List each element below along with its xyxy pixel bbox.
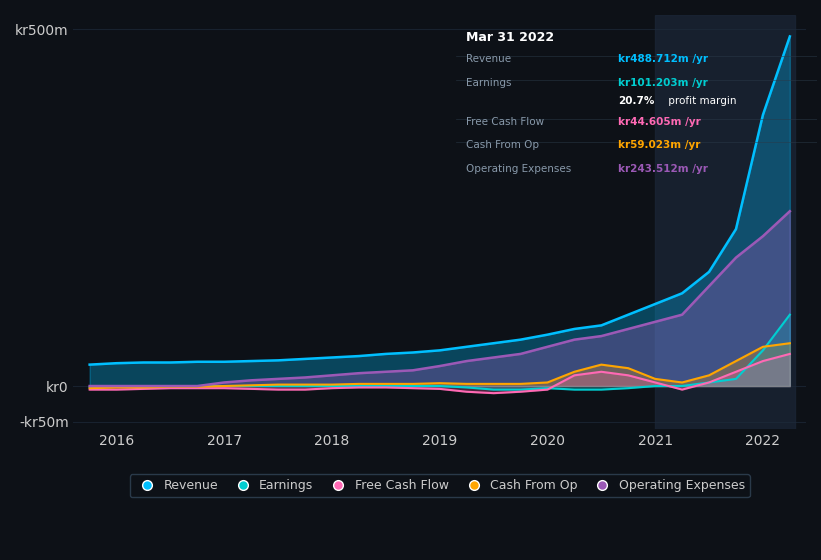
Text: Revenue: Revenue	[466, 54, 511, 64]
Text: kr59.023m /yr: kr59.023m /yr	[618, 141, 700, 151]
Text: kr488.712m /yr: kr488.712m /yr	[618, 54, 709, 64]
Text: Earnings: Earnings	[466, 78, 512, 88]
Text: kr243.512m /yr: kr243.512m /yr	[618, 164, 708, 174]
Bar	[655, 15, 796, 429]
Text: Mar 31 2022: Mar 31 2022	[466, 31, 555, 44]
Text: Free Cash Flow: Free Cash Flow	[466, 117, 544, 127]
Text: 20.7%: 20.7%	[618, 96, 654, 106]
Text: Cash From Op: Cash From Op	[466, 141, 539, 151]
Text: Operating Expenses: Operating Expenses	[466, 164, 571, 174]
Legend: Revenue, Earnings, Free Cash Flow, Cash From Op, Operating Expenses: Revenue, Earnings, Free Cash Flow, Cash …	[130, 474, 750, 497]
Text: profit margin: profit margin	[665, 96, 736, 106]
Text: kr44.605m /yr: kr44.605m /yr	[618, 117, 701, 127]
Text: kr101.203m /yr: kr101.203m /yr	[618, 78, 708, 88]
